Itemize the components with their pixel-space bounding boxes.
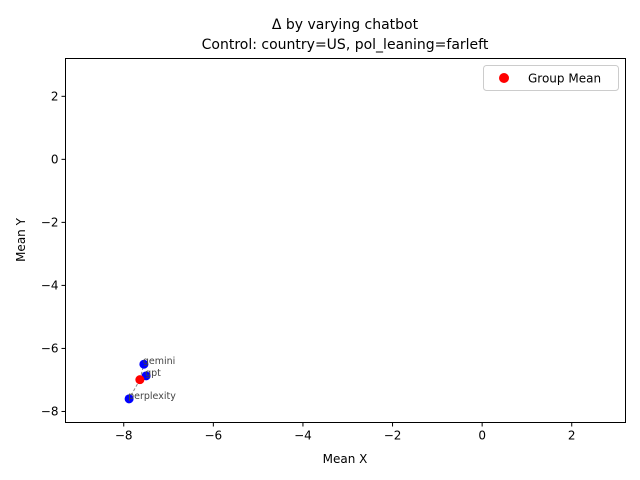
x-tick-label: −8	[115, 429, 133, 443]
x-tick-label: −6	[204, 429, 222, 443]
x-axis-label: Mean X	[323, 452, 368, 466]
group-mean-point	[135, 375, 145, 385]
y-axis-label: Mean Y	[14, 217, 28, 262]
point-label-gpt: gpt	[145, 368, 161, 379]
y-tick-label: 0	[51, 152, 59, 166]
x-axis-ticks: −8 −6 −4 −2 0 2	[115, 422, 576, 443]
legend-group-mean-marker	[499, 73, 509, 83]
legend-group-mean-label: Group Mean	[528, 72, 601, 86]
y-tick-label: −2	[41, 215, 59, 229]
legend: Group Mean	[483, 65, 619, 91]
chart-subtitle: Control: country=US, pol_leaning=farleft	[202, 37, 489, 53]
point-label-perplexity: perplexity	[128, 391, 176, 402]
point-gemini	[139, 359, 149, 369]
y-axis-ticks: −8 −6 −4 −2 0 2	[41, 89, 66, 418]
x-tick-label: −2	[384, 429, 402, 443]
y-tick-label: −4	[41, 278, 59, 292]
point-perplexity	[124, 394, 134, 404]
connector-line	[128, 379, 141, 400]
point-label-gemini: gemini	[143, 356, 175, 367]
x-tick-label: −4	[294, 429, 312, 443]
chart-title: Δ by varying chatbot	[272, 17, 419, 33]
data-points	[124, 359, 151, 404]
y-tick-label: 2	[51, 89, 59, 103]
x-tick-label: 0	[478, 429, 486, 443]
y-tick-label: −8	[41, 404, 59, 418]
x-tick-label: 2	[568, 429, 576, 443]
legend-box	[483, 65, 619, 91]
y-tick-label: −6	[41, 341, 59, 355]
plot-frame	[65, 58, 626, 423]
